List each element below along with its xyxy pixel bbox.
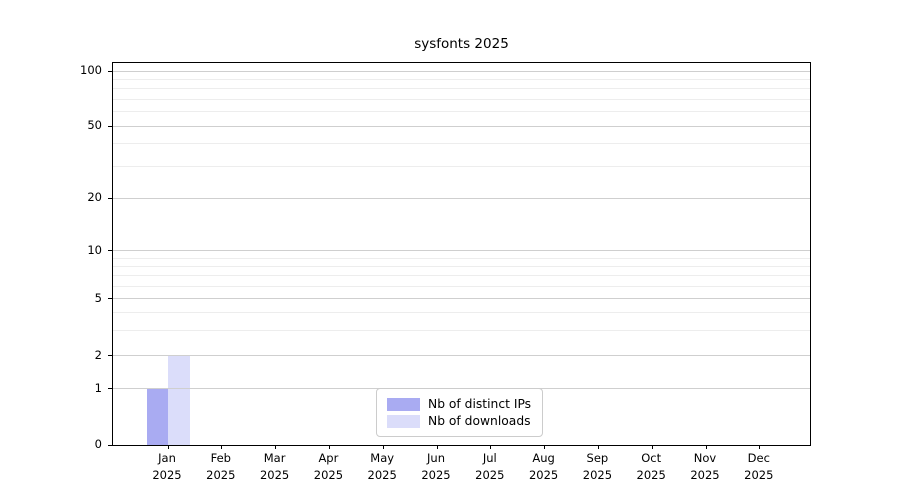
gridline-minor	[113, 165, 810, 167]
x-tick-year: 2025	[421, 468, 451, 482]
gridline-minor	[113, 285, 810, 287]
legend-item-downloads: Nb of downloads	[377, 414, 542, 428]
x-tick-year: 2025	[367, 468, 397, 482]
gridline-minor	[113, 329, 810, 331]
x-tick-label: Aug 2025	[512, 450, 576, 484]
x-tick-month: Aug	[532, 451, 555, 465]
x-tick-mark	[328, 445, 330, 449]
y-tick-label: 100	[80, 63, 102, 78]
y-tick-mark	[108, 444, 112, 446]
y-tick-mark	[108, 298, 112, 300]
x-tick-year: 2025	[744, 468, 774, 482]
y-tick-mark	[108, 388, 112, 390]
x-tick-mark	[167, 445, 169, 449]
bar-downloads-jan	[168, 355, 190, 445]
x-tick-label: Sep 2025	[565, 450, 629, 484]
gridline-major	[113, 250, 810, 252]
x-tick-label: Mar 2025	[243, 450, 307, 484]
x-tick-month: Jul	[482, 451, 497, 465]
x-tick-label: Oct 2025	[619, 450, 683, 484]
x-tick-year: 2025	[690, 468, 720, 482]
x-tick-label: Dec 2025	[727, 450, 791, 484]
y-tick-label: 10	[87, 242, 102, 257]
x-tick-month: Jun	[427, 451, 445, 465]
x-tick-year: 2025	[582, 468, 613, 482]
legend-label-downloads: Nb of downloads	[428, 414, 531, 428]
y-tick-mark	[108, 70, 112, 72]
y-tick-label: 5	[94, 290, 102, 305]
x-tick-mark	[651, 445, 653, 449]
x-tick-year: 2025	[259, 468, 290, 482]
x-tick-month: May	[370, 451, 395, 465]
gridline-minor	[113, 79, 810, 81]
y-tick-label: 50	[87, 118, 102, 133]
gridline-minor	[113, 111, 810, 113]
gridline-major	[113, 298, 810, 300]
gridline-minor	[113, 275, 810, 276]
x-tick-label: Jan 2025	[135, 450, 199, 484]
x-tick-month: Nov	[693, 451, 717, 465]
x-tick-month: Oct	[641, 451, 662, 465]
x-tick-mark	[436, 445, 438, 449]
x-tick-year: 2025	[206, 468, 236, 482]
x-tick-month: Mar	[263, 451, 286, 465]
y-tick-mark	[108, 125, 112, 127]
legend: Nb of distinct IPs Nb of downloads	[376, 388, 543, 437]
x-tick-month: Sep	[586, 451, 609, 465]
legend-label-distinct-ips: Nb of distinct IPs	[428, 397, 532, 411]
x-tick-label: Apr 2025	[296, 450, 360, 484]
x-tick-month: Feb	[210, 451, 231, 465]
legend-swatch-distinct-ips-icon	[387, 397, 420, 411]
x-tick-year: 2025	[152, 468, 182, 482]
plot-area: Nb of distinct IPs Nb of downloads	[108, 62, 811, 449]
x-tick-label: Jun 2025	[404, 450, 468, 484]
x-tick-label: Jul 2025	[458, 450, 522, 484]
x-tick-year: 2025	[528, 468, 559, 482]
x-tick-label: Nov 2025	[673, 450, 737, 484]
gridline-minor	[113, 99, 810, 100]
x-tick-mark	[490, 445, 492, 449]
x-tick-mark	[221, 445, 223, 449]
y-tick-mark	[108, 197, 112, 199]
gridline-major	[113, 355, 810, 357]
x-tick-mark	[275, 445, 277, 449]
x-tick-mark	[759, 445, 761, 449]
x-tick-month: Apr	[318, 451, 339, 465]
x-tick-month: Dec	[747, 451, 770, 465]
legend-swatch-downloads-icon	[387, 414, 420, 428]
gridline-major	[113, 125, 810, 127]
x-tick-mark	[544, 445, 546, 449]
gridline-major	[113, 197, 810, 199]
y-tick-label: 20	[87, 190, 102, 205]
gridline-minor	[113, 265, 810, 267]
x-tick-year: 2025	[636, 468, 666, 482]
x-tick-mark	[382, 445, 384, 449]
gridline-major	[113, 70, 810, 72]
y-tick-mark	[108, 250, 112, 252]
chart-title: sysfonts 2025	[414, 36, 509, 52]
y-tick-label: 1	[94, 380, 102, 395]
x-tick-mark	[705, 445, 707, 449]
legend-item-distinct-ips: Nb of distinct IPs	[377, 397, 542, 411]
bar-distinct-ips-jan	[146, 388, 168, 445]
y-tick-mark	[108, 355, 112, 357]
x-tick-year: 2025	[475, 468, 505, 482]
gridline-minor	[113, 143, 810, 145]
x-tick-month: Jan	[158, 451, 176, 465]
x-tick-mark	[597, 445, 599, 449]
y-tick-label: 0	[94, 437, 102, 451]
y-tick-label: 2	[94, 347, 102, 362]
gridline-minor	[113, 88, 810, 90]
gridline-minor	[113, 257, 810, 259]
gridline-minor	[113, 312, 810, 314]
x-tick-year: 2025	[313, 468, 344, 482]
x-tick-label: May 2025	[350, 450, 414, 484]
x-tick-label: Feb 2025	[189, 450, 253, 484]
